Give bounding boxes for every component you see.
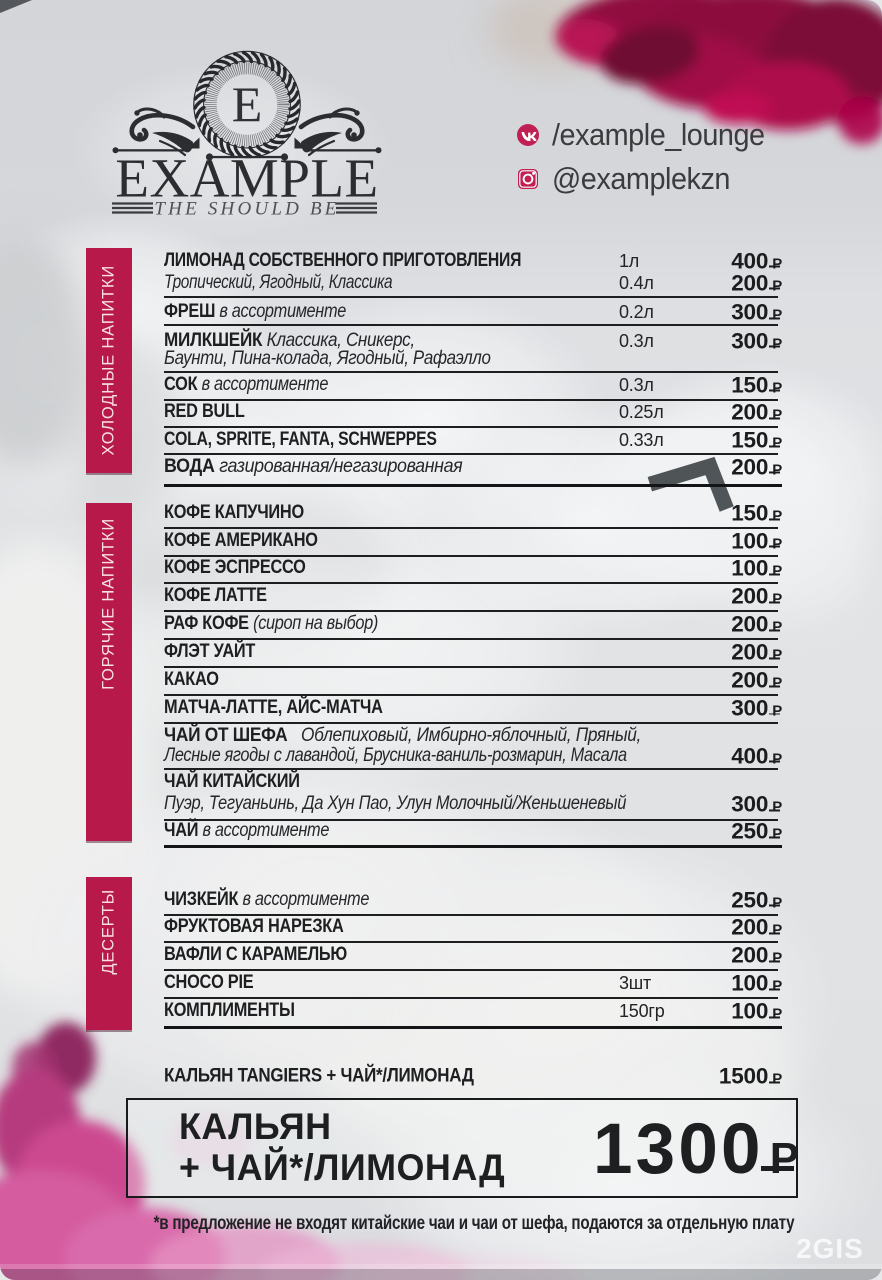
svg-text:THE SHOULD BE: THE SHOULD BE: [154, 199, 339, 220]
svg-text:EXAMPLE: EXAMPLE: [115, 148, 378, 209]
svg-text:E: E: [232, 76, 263, 132]
